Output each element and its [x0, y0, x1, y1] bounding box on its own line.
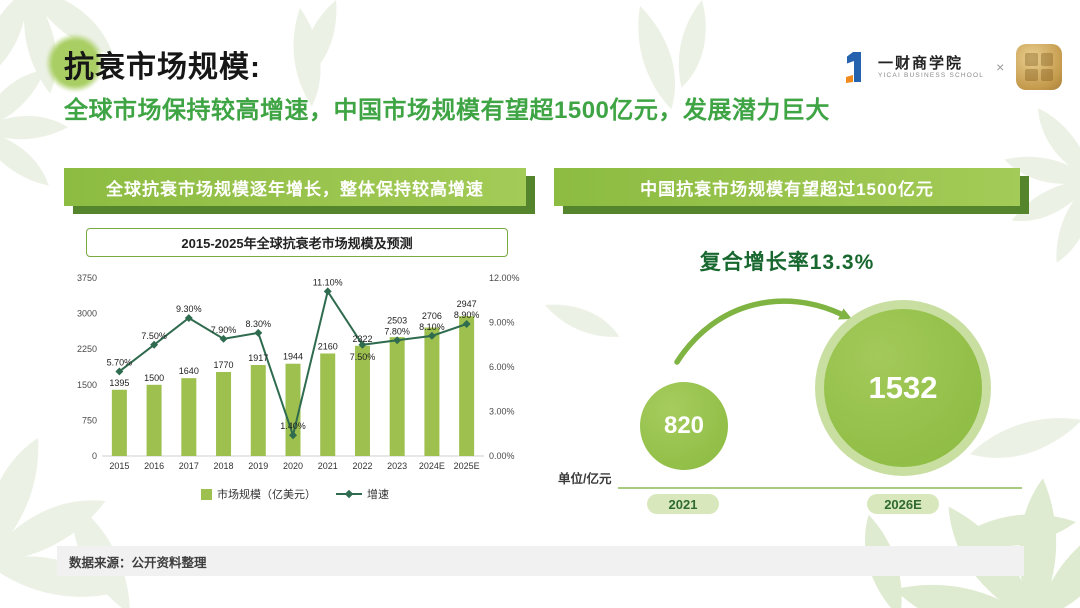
source-note: 数据来源：公开资料整理: [69, 555, 207, 570]
unit-label: 单位/亿元: [558, 472, 612, 486]
bubble-2021: 820: [640, 382, 728, 470]
svg-text:1500: 1500: [144, 373, 164, 383]
page-subtitle: 全球市场保持较高增速，中国市场规模有望超1500亿元，发展潜力巨大: [64, 97, 830, 124]
chart-legend: 市场规模（亿美元） 增速: [64, 486, 526, 502]
global-market-combo-chart: 0 750 1500 2250 3000 3750 0.00% 3.00% 6.00% 9.00%…: [77, 273, 520, 471]
left-section-banner: 全球抗衰市场规模逐年增长，整体保持较高增速: [64, 168, 526, 206]
svg-text:2947: 2947: [457, 299, 477, 309]
line-series-swatch-icon: [336, 489, 362, 499]
legend-label-market-size: 市场规模（亿美元）: [217, 489, 316, 501]
svg-text:3.00%: 3.00%: [489, 407, 515, 417]
growth-arrow-icon: [674, 298, 852, 365]
svg-text:1395: 1395: [109, 378, 129, 388]
svg-text:7.50%: 7.50%: [350, 352, 376, 362]
right-section-banner: 中国抗衰市场规模有望超过1500亿元: [554, 168, 1020, 206]
svg-text:1917: 1917: [248, 353, 268, 363]
legend-item-growth: 增速: [336, 486, 389, 502]
svg-text:1944: 1944: [283, 352, 303, 362]
svg-text:5.70%: 5.70%: [107, 357, 133, 367]
svg-text:1640: 1640: [179, 366, 199, 376]
title-accent-dot: [46, 34, 104, 92]
page-title: 抗衰市场规模:: [64, 51, 261, 84]
source-bar: 数据来源：公开资料整理: [57, 546, 1024, 576]
svg-text:11.10%: 11.10%: [313, 277, 343, 287]
svg-text:6.00%: 6.00%: [489, 362, 515, 372]
svg-text:8.10%: 8.10%: [419, 322, 445, 332]
legend-label-growth: 增速: [367, 489, 389, 501]
svg-text:1.40%: 1.40%: [280, 421, 306, 431]
left-banner-text: 全球抗衰市场规模逐年增长，整体保持较高增速: [106, 179, 484, 199]
svg-text:7.80%: 7.80%: [384, 326, 410, 336]
svg-text:3750: 3750: [77, 273, 97, 283]
bubble-2021-value: 820: [663, 412, 705, 439]
svg-text:2025E: 2025E: [454, 461, 480, 471]
svg-text:9.00%: 9.00%: [489, 318, 515, 328]
timeline-axis: [618, 487, 1022, 489]
brand-separator: ×: [996, 59, 1005, 75]
right-banner-text: 中国抗衰市场规模有望超过1500亿元: [640, 179, 934, 199]
svg-text:3000: 3000: [77, 309, 97, 319]
yicai-one-logo-icon: [846, 52, 861, 83]
legend-item-market-size: 市场规模（亿美元）: [201, 486, 316, 502]
brand-name-cn: 一财商学院: [878, 54, 964, 72]
svg-text:2322: 2322: [352, 334, 372, 344]
chart-title: 2015-2025年全球抗衰老市场规模及预测: [86, 228, 508, 257]
svg-text:2250: 2250: [77, 344, 97, 354]
year-pill-2026: 2026E: [867, 494, 939, 514]
partner-seal-logo: [1016, 44, 1063, 90]
bar-series-swatch-icon: [201, 488, 212, 500]
bubble-2026: 1532: [815, 300, 991, 476]
svg-text:7.50%: 7.50%: [141, 331, 167, 341]
cagr-label: 复合增长率13.3%: [699, 251, 875, 274]
svg-text:8.90%: 8.90%: [454, 310, 480, 320]
svg-text:2021: 2021: [318, 461, 338, 471]
svg-text:2160: 2160: [318, 341, 338, 351]
svg-text:7.90%: 7.90%: [211, 325, 237, 335]
svg-text:2022: 2022: [352, 461, 372, 471]
svg-text:1770: 1770: [214, 360, 234, 370]
svg-text:12.00%: 12.00%: [489, 273, 520, 283]
svg-text:0: 0: [92, 451, 97, 461]
svg-text:750: 750: [82, 415, 97, 425]
svg-text:1500: 1500: [77, 380, 97, 390]
svg-text:2018: 2018: [214, 461, 234, 471]
bubble-2026-value: 1532: [868, 370, 938, 405]
svg-text:2016: 2016: [144, 461, 164, 471]
bubble-2026-inner: 1532: [824, 309, 982, 467]
svg-text:2019: 2019: [248, 461, 268, 471]
svg-text:2020: 2020: [283, 461, 303, 471]
brand-name: 一财商学院 YICAI BUSINESS SCHOOL: [878, 55, 984, 80]
svg-text:0.00%: 0.00%: [489, 451, 515, 461]
svg-text:9.30%: 9.30%: [176, 304, 202, 314]
svg-text:2015: 2015: [109, 461, 129, 471]
svg-text:2503: 2503: [387, 315, 407, 325]
brand-name-en: YICAI BUSINESS SCHOOL: [878, 71, 985, 79]
year-pill-2021: 2021: [647, 494, 719, 514]
svg-text:2023: 2023: [387, 461, 407, 471]
svg-text:2017: 2017: [179, 461, 199, 471]
brand-lockup: 一财商学院 YICAI BUSINESS SCHOOL ×: [842, 44, 1063, 90]
svg-text:2024E: 2024E: [419, 461, 445, 471]
svg-text:2706: 2706: [422, 311, 442, 321]
svg-text:8.30%: 8.30%: [246, 319, 272, 329]
